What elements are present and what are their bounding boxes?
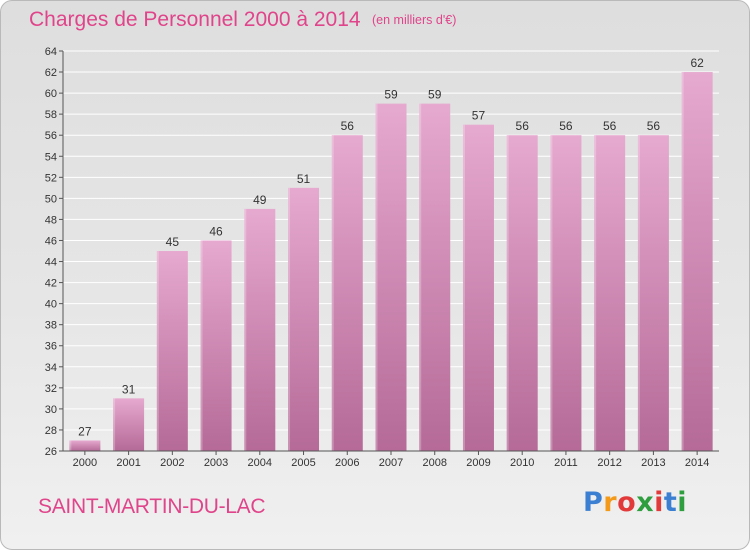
x-tick-label: 2000: [73, 457, 97, 469]
y-tick-label: 62: [45, 67, 57, 79]
bar-2011[interactable]: [550, 135, 582, 452]
x-tick-label: 2012: [597, 457, 621, 469]
y-tick-label: 32: [45, 383, 57, 395]
logo-letter: i: [654, 487, 664, 518]
bar-highlight: [550, 135, 553, 452]
logo-letter: o: [617, 487, 637, 518]
bar-highlight: [200, 240, 203, 451]
logo-letter: r: [603, 487, 618, 518]
bar-2004[interactable]: [244, 208, 276, 451]
y-tick-label: 60: [45, 88, 57, 100]
bar-2003[interactable]: [200, 240, 232, 451]
y-tick-label: 38: [45, 320, 57, 332]
bar-highlight: [419, 103, 422, 451]
bar-highlight: [375, 103, 378, 451]
x-tick-label: 2013: [641, 457, 665, 469]
y-tick-label: 50: [45, 193, 57, 205]
bar-2014[interactable]: [681, 72, 713, 451]
bar-highlight: [331, 135, 334, 452]
bar-value-label: 46: [209, 224, 223, 238]
bar-highlight: [244, 208, 247, 451]
x-tick-label: 2004: [248, 457, 272, 469]
y-tick-label: 42: [45, 278, 57, 290]
bar-2006[interactable]: [331, 135, 363, 452]
y-tick-label: 40: [45, 299, 57, 311]
bar-2002[interactable]: [156, 251, 188, 451]
y-tick-label: 54: [45, 151, 57, 163]
bar-value-label: 59: [428, 88, 442, 102]
y-tick-label: 64: [45, 46, 57, 58]
bar-highlight: [113, 398, 116, 451]
bar-highlight: [288, 187, 291, 451]
x-tick-label: 2006: [335, 457, 359, 469]
bar-2001[interactable]: [113, 398, 145, 451]
bar-highlight: [506, 135, 509, 452]
bar-2009[interactable]: [462, 124, 494, 452]
y-tick-label: 34: [45, 362, 57, 374]
bar-highlight: [681, 72, 684, 451]
x-tick-label: 2009: [466, 457, 490, 469]
bar-highlight: [156, 251, 159, 451]
bar-value-label: 56: [516, 119, 530, 133]
bar-2013[interactable]: [637, 135, 669, 452]
bar-value-label: 56: [603, 119, 617, 133]
y-tick-label: 58: [45, 109, 57, 121]
x-tick-label: 2014: [685, 457, 709, 469]
bar-2008[interactable]: [419, 103, 451, 451]
labels: 26 28 30 32 34 36 38 40 42 44 46 48 50 52 54 56 58 60 62 64…: [45, 46, 710, 469]
logo-letter: x: [636, 487, 655, 518]
axes: [59, 50, 719, 455]
logo-letter: P: [583, 487, 604, 518]
bar-highlight: [462, 124, 465, 452]
bar-value-label: 27: [78, 424, 92, 438]
commune-name: SAINT-MARTIN-DU-LAC: [38, 495, 266, 518]
proxiti-logo[interactable]: Proxiti: [583, 487, 687, 518]
bar-2012[interactable]: [594, 135, 626, 452]
bar-value-label: 51: [297, 172, 311, 186]
bar-value-label: 45: [166, 235, 180, 249]
x-tick-label: 2007: [379, 457, 403, 469]
bar-2000[interactable]: [69, 440, 101, 451]
x-tick-label: 2005: [291, 457, 315, 469]
logo-letter: t: [663, 487, 678, 518]
bar-value-label: 31: [122, 382, 136, 396]
y-tick-label: 48: [45, 214, 57, 226]
logo-letter: i: [677, 487, 688, 518]
bar-value-label: 56: [341, 119, 355, 133]
chart-unit-label: (en milliers d'€): [372, 13, 457, 27]
bar-2005[interactable]: [288, 187, 320, 451]
x-tick-label: 2001: [116, 457, 140, 469]
x-tick-label: 2002: [160, 457, 184, 469]
bar-highlight: [637, 135, 640, 452]
bar-value-label: 59: [384, 88, 398, 102]
bars: [69, 72, 713, 452]
y-tick-label: 52: [45, 172, 57, 184]
bar-value-label: 49: [253, 193, 267, 207]
x-tick-label: 2003: [204, 457, 228, 469]
bar-2010[interactable]: [506, 135, 538, 452]
bar-highlight: [69, 440, 72, 451]
bar-value-label: 57: [472, 109, 486, 123]
bar-value-label: 56: [647, 119, 661, 133]
x-tick-label: 2008: [422, 457, 446, 469]
x-tick-label: 2010: [510, 457, 534, 469]
y-tick-label: 44: [45, 257, 57, 269]
bar-value-label: 62: [690, 56, 704, 70]
chart-title: Charges de Personnel 2000 à 2014: [29, 8, 361, 31]
bar-value-label: 56: [559, 119, 573, 133]
y-tick-label: 36: [45, 341, 57, 353]
y-tick-label: 28: [45, 425, 57, 437]
x-tick-label: 2011: [554, 457, 578, 469]
y-tick-label: 56: [45, 130, 57, 142]
y-tick-label: 46: [45, 235, 57, 247]
bar-highlight: [594, 135, 597, 452]
y-tick-label: 30: [45, 404, 57, 416]
y-tick-label: 26: [45, 446, 57, 458]
bar-2007[interactable]: [375, 103, 407, 451]
